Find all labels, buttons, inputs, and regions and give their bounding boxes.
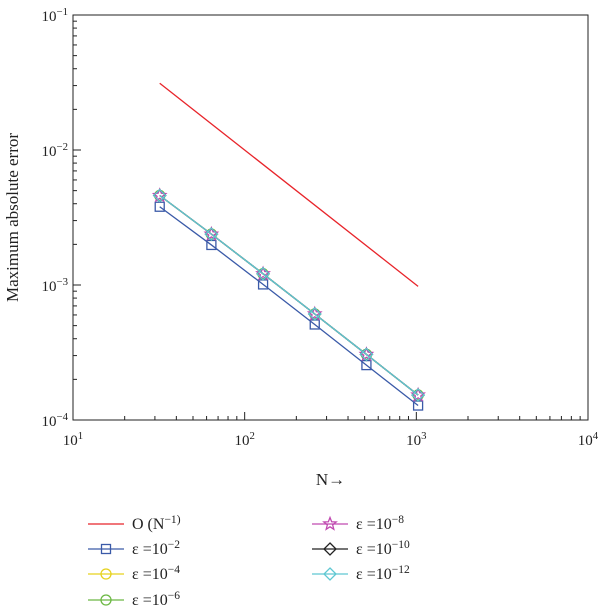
y-tick-label: 10−2: [42, 141, 69, 160]
x-tick-label: 101: [63, 430, 83, 449]
legend-item: ε =10−10: [312, 539, 410, 558]
series-6: [152, 188, 426, 402]
series-0: [159, 82, 419, 287]
series-line-6: [159, 195, 419, 396]
legend-item: O (N−1): [88, 514, 181, 533]
legend-item: ε =10−2: [88, 539, 180, 558]
data-point: [256, 266, 270, 281]
legend-label: ε =10−12: [356, 564, 410, 583]
legend-item: ε =10−8: [312, 514, 404, 533]
plot-frame: [72, 14, 589, 421]
legend-label: ε =10−2: [132, 539, 180, 558]
x-axis-title: N→: [316, 470, 345, 489]
data-point: [359, 347, 374, 362]
y-tick-label: 10−3: [42, 276, 69, 295]
legend-label: O (N−1): [132, 514, 181, 533]
x-tick-label: 102: [234, 430, 254, 449]
legend-label: ε =10−4: [132, 564, 180, 583]
y-axis-title: Maximum absolute error: [3, 133, 22, 302]
legend-marker: [100, 594, 112, 606]
data-point: [204, 227, 219, 242]
legend-item: ε =10−12: [312, 564, 410, 583]
x-tick-label: 103: [406, 430, 426, 449]
y-tick-label: 10−4: [42, 411, 69, 430]
legend-marker: [100, 543, 112, 555]
legend-marker: [323, 567, 337, 581]
legend-item: ε =10−6: [88, 590, 180, 609]
legend: O (N−1) ε =10−2 ε =10−4 ε =10−6 ε =10−8 ε =10…: [88, 514, 410, 609]
y-tick-label: 10−1: [42, 6, 69, 25]
data-point: [307, 307, 322, 321]
data-point: [411, 388, 426, 402]
legend-label: ε =10−10: [356, 539, 410, 558]
legend-item: ε =10−4: [88, 564, 180, 583]
axes: 101 102 103 104 10−4 10−3 10−2 10−1 N→ Maximum ab…: [3, 6, 599, 489]
data-point: [152, 188, 167, 203]
series-layer: [151, 82, 426, 411]
legend-marker: [100, 568, 112, 580]
legend-label: ε =10−8: [356, 514, 404, 533]
legend-label: ε =10−6: [132, 590, 180, 609]
series-line-1: [159, 206, 419, 407]
legend-marker: [323, 542, 337, 556]
minor-ticks: [73, 20, 581, 420]
legend-marker: [322, 515, 338, 531]
series-line-0: [159, 82, 419, 287]
x-tick-label: 104: [578, 430, 599, 449]
